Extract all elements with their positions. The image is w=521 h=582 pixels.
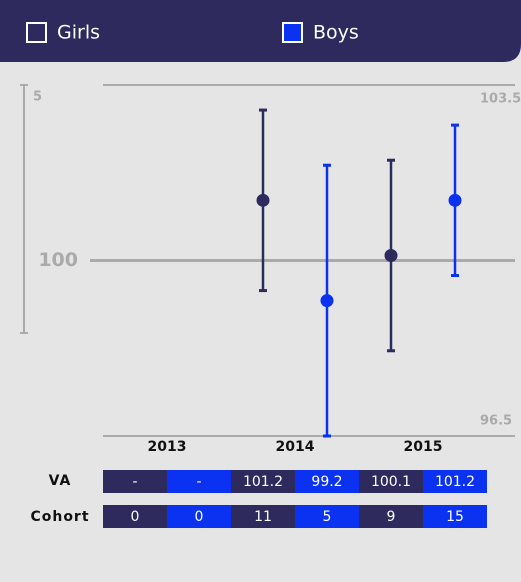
point xyxy=(448,193,462,207)
table-cell xyxy=(167,505,231,528)
cohort-cell: 5 xyxy=(323,509,332,525)
va-cell: 101.2 xyxy=(435,474,475,490)
point xyxy=(256,193,270,207)
cohort-cell: 11 xyxy=(254,509,272,525)
y-tick-label: 96.5 xyxy=(480,414,512,429)
va-cell: 101.2 xyxy=(243,474,283,490)
table-cell xyxy=(359,505,423,528)
y-tick-label: 100 xyxy=(38,249,78,271)
cohort-cell: 0 xyxy=(131,509,140,525)
x-tick-label: 2013 xyxy=(148,439,187,455)
x-tick-label: 2014 xyxy=(276,439,315,455)
table-cell xyxy=(231,505,295,528)
legend-label[interactable]: Boys xyxy=(313,22,359,44)
legend-checkbox[interactable] xyxy=(282,22,303,43)
table-cell xyxy=(423,505,487,528)
legend-checkbox[interactable] xyxy=(26,22,47,43)
cohort-cell: 15 xyxy=(446,509,464,525)
table-cell xyxy=(295,505,359,528)
header-bar xyxy=(0,0,521,62)
legend-label[interactable]: Girls xyxy=(57,22,100,44)
cohort-cell: 9 xyxy=(387,509,396,525)
x-tick-label: 2015 xyxy=(404,439,443,455)
table-cell xyxy=(359,470,423,493)
point xyxy=(320,294,334,308)
table-cell xyxy=(167,470,231,493)
table-cell xyxy=(295,470,359,493)
table-cell xyxy=(103,470,167,493)
bracket-label: 5 xyxy=(33,90,42,105)
table-cell xyxy=(231,470,295,493)
va-cell: 100.1 xyxy=(371,474,411,490)
cohort-cell: 0 xyxy=(195,509,204,525)
point xyxy=(384,248,398,262)
va-cell: - xyxy=(132,474,137,490)
table-cell xyxy=(103,505,167,528)
va-cell: 99.2 xyxy=(311,474,342,490)
row-label: VA xyxy=(49,473,72,489)
row-label: Cohort xyxy=(30,509,89,525)
y-tick-label: 103.5 xyxy=(480,92,521,107)
table-cell xyxy=(423,470,487,493)
va-cell: - xyxy=(196,474,201,490)
